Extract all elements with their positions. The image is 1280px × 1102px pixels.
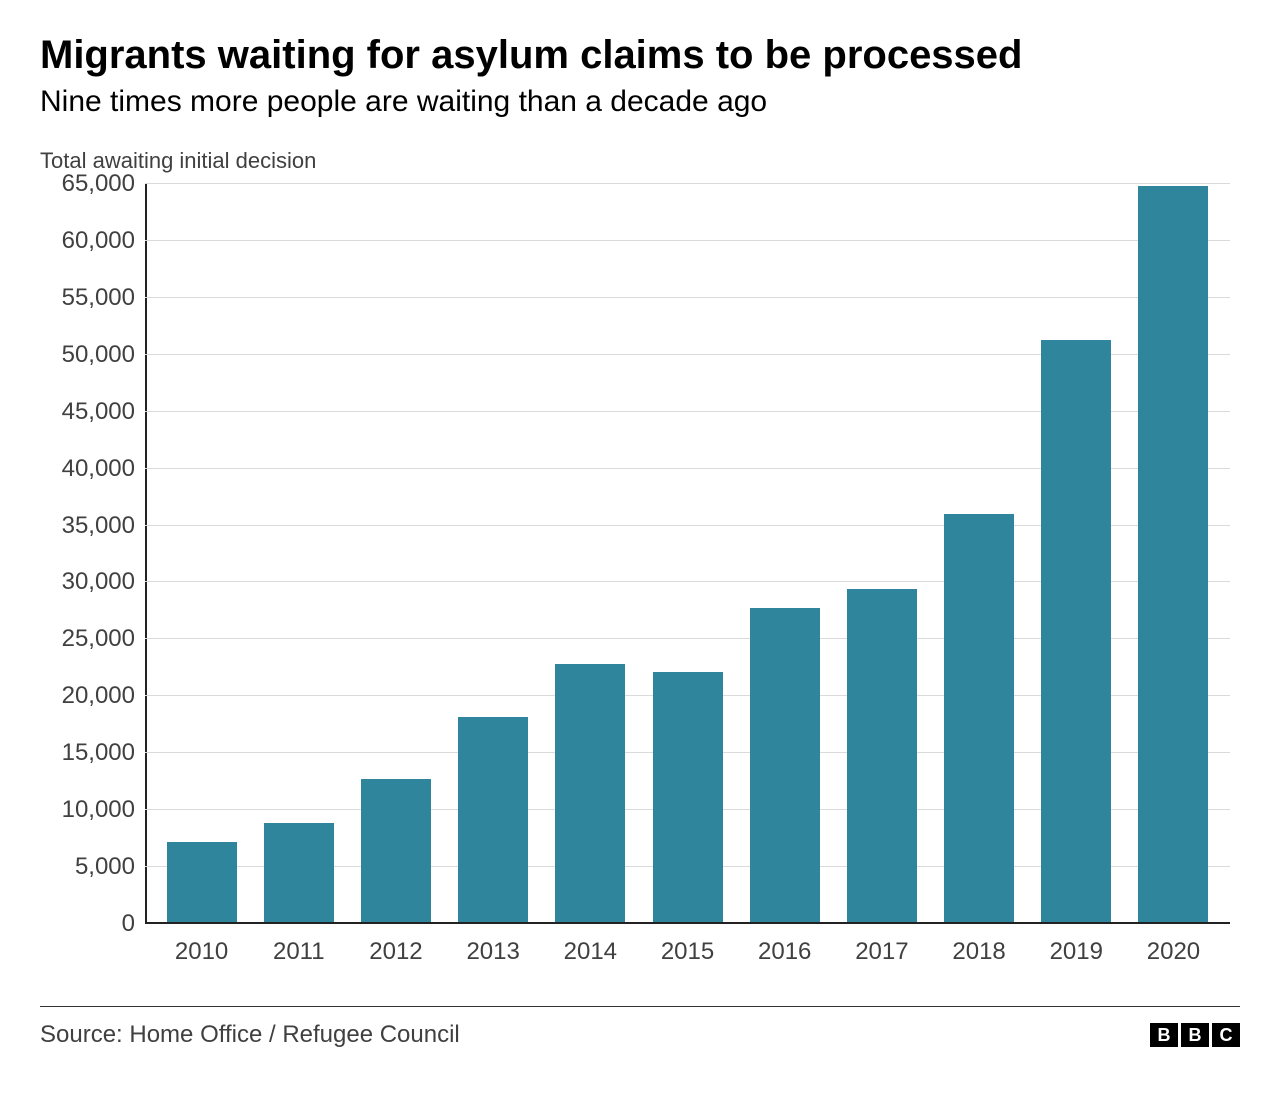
bbc-logo: B B C — [1150, 1023, 1240, 1047]
x-tick-label: 2016 — [758, 938, 811, 966]
source-text: Source: Home Office / Refugee Council — [40, 1021, 460, 1049]
bars-group: 2010201120122013201420152016201720182019… — [145, 184, 1230, 924]
y-tick-label: 10,000 — [62, 796, 135, 824]
bar-slot: 2017 — [833, 184, 930, 924]
y-tick-label: 65,000 — [62, 170, 135, 198]
bar-slot: 2019 — [1028, 184, 1125, 924]
x-tick-label: 2019 — [1050, 938, 1103, 966]
bar — [847, 589, 917, 924]
y-tick-label: 0 — [122, 910, 135, 938]
bar — [1041, 340, 1111, 924]
bar — [361, 779, 431, 924]
y-tick-label: 40,000 — [62, 455, 135, 483]
y-tick-label: 30,000 — [62, 568, 135, 596]
x-tick-label: 2014 — [564, 938, 617, 966]
x-tick-label: 2013 — [466, 938, 519, 966]
y-tick-label: 20,000 — [62, 682, 135, 710]
plot-frame: 05,00010,00015,00020,00025,00030,00035,0… — [145, 184, 1230, 924]
y-tick-label: 60,000 — [62, 227, 135, 255]
y-tick-label: 35,000 — [62, 512, 135, 540]
y-tick-label: 55,000 — [62, 284, 135, 312]
footer: Source: Home Office / Refugee Council B … — [40, 1021, 1240, 1049]
y-tick-label: 25,000 — [62, 625, 135, 653]
chart-container: Migrants waiting for asylum claims to be… — [0, 0, 1280, 1102]
bar-slot: 2010 — [153, 184, 250, 924]
bbc-logo-letter: B — [1181, 1023, 1209, 1047]
bar — [555, 664, 625, 924]
x-tick-label: 2011 — [273, 938, 325, 966]
x-tick-label: 2010 — [175, 938, 228, 966]
bar — [458, 717, 528, 924]
footer-rule — [40, 1006, 1240, 1007]
x-tick-label: 2020 — [1147, 938, 1200, 966]
bar-slot: 2011 — [250, 184, 347, 924]
x-tick-label: 2015 — [661, 938, 714, 966]
bar — [167, 842, 237, 924]
bar-slot: 2015 — [639, 184, 736, 924]
y-tick-label: 15,000 — [62, 739, 135, 767]
x-tick-label: 2018 — [952, 938, 1005, 966]
chart-title: Migrants waiting for asylum claims to be… — [40, 32, 1240, 78]
x-tick-label: 2012 — [369, 938, 422, 966]
chart-area: 0 5,000 10,000 15,000 20,000 25,000 30,000 35,0… — [40, 184, 1240, 974]
bar — [750, 608, 820, 924]
x-tick-label: 2017 — [855, 938, 908, 966]
bar — [944, 514, 1014, 924]
bar-slot: 2016 — [736, 184, 833, 924]
y-axis-title: Total awaiting initial decision — [40, 148, 1240, 174]
y-tick-label: 50,000 — [62, 341, 135, 369]
bar-slot: 2014 — [542, 184, 639, 924]
bbc-logo-letter: C — [1212, 1023, 1240, 1047]
chart-subtitle: Nine times more people are waiting than … — [40, 84, 1240, 120]
bar — [1138, 186, 1208, 924]
bar-slot: 2012 — [347, 184, 444, 924]
y-tick-label: 45,000 — [62, 398, 135, 426]
y-tick-label: 5,000 — [75, 853, 135, 881]
bbc-logo-letter: B — [1150, 1023, 1178, 1047]
x-axis-baseline — [145, 922, 1230, 924]
bar-slot: 2013 — [445, 184, 542, 924]
bar — [653, 672, 723, 924]
bar — [264, 823, 334, 924]
bar-slot: 2020 — [1125, 184, 1222, 924]
bar-slot: 2018 — [931, 184, 1028, 924]
